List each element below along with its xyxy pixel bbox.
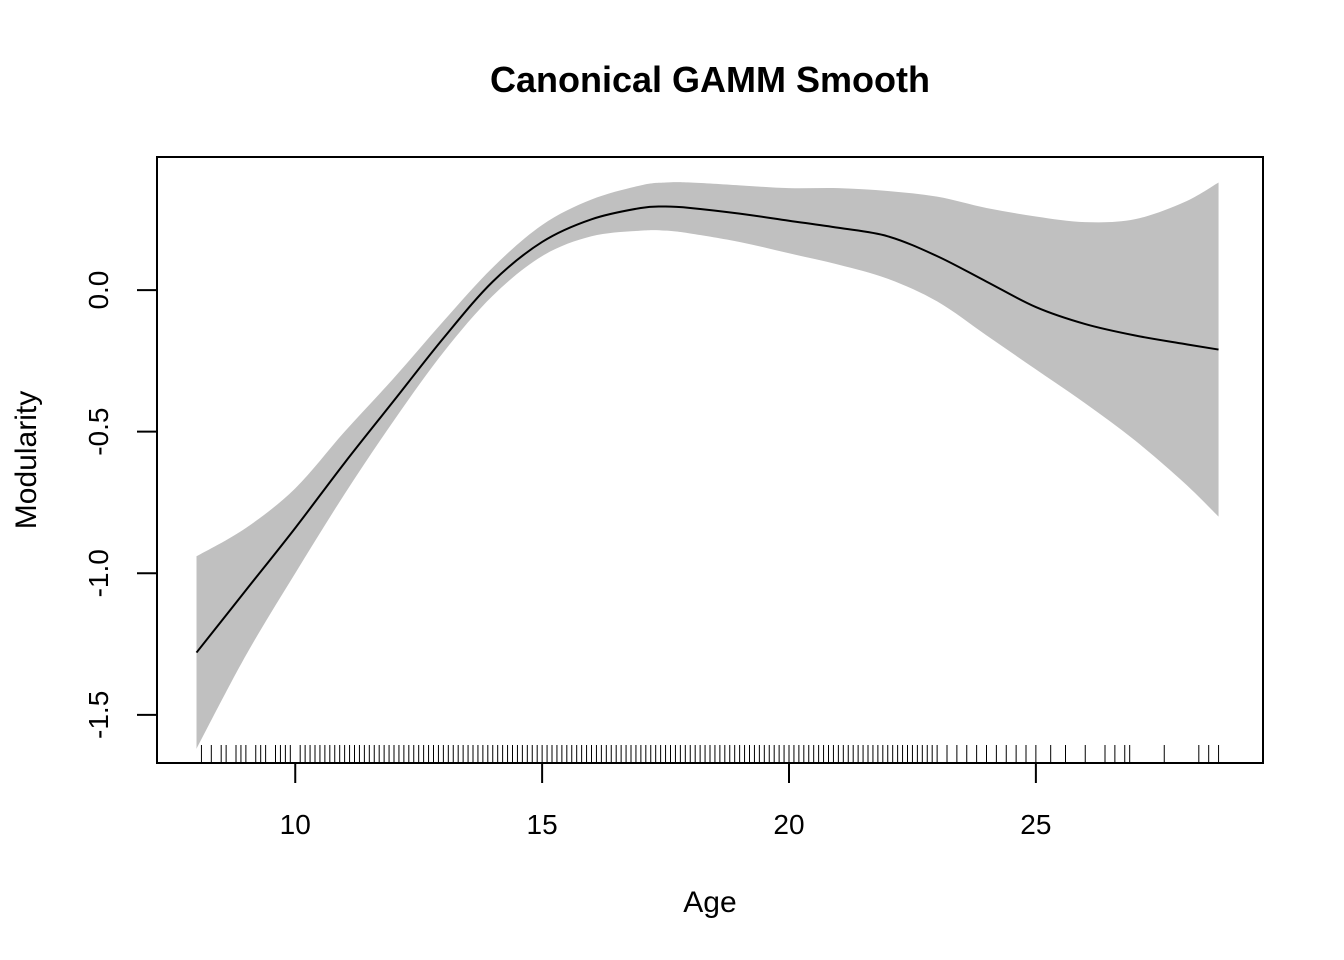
x-axis-label: Age xyxy=(683,886,736,919)
y-tick-label: 0.0 xyxy=(83,271,114,310)
chart-title: Canonical GAMM Smooth xyxy=(490,59,930,100)
x-tick-label: 25 xyxy=(1020,809,1051,840)
plot-area xyxy=(156,156,1264,764)
y-axis-label: Modularity xyxy=(10,391,43,529)
x-tick-label: 20 xyxy=(773,809,804,840)
x-tick-label: 10 xyxy=(280,809,311,840)
x-axis: 10 15 20 25 xyxy=(280,763,1051,840)
y-tick-label: -0.5 xyxy=(83,408,114,456)
y-tick-label: -1.5 xyxy=(83,691,114,739)
y-axis: 0.0 -0.5 -1.0 -1.5 xyxy=(83,271,157,739)
y-tick-label: -1.0 xyxy=(83,549,114,597)
plot-frame xyxy=(156,156,1264,764)
rug-layer xyxy=(200,745,1220,763)
smooth-line-layer xyxy=(195,205,1219,654)
confidence-band xyxy=(196,182,1219,749)
confidence-band-layer xyxy=(196,182,1219,749)
x-tick-label: 15 xyxy=(527,809,558,840)
smooth-line xyxy=(195,205,1219,654)
